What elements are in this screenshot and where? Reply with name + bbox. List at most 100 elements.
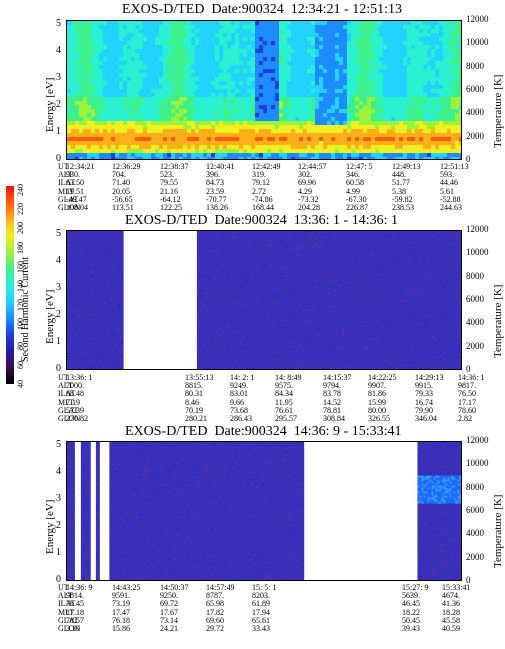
orbit-value: 244.63 bbox=[440, 203, 462, 213]
colorbar-label: Second Harmonic Current bbox=[20, 257, 31, 362]
panel-title: EXOS-D/TED Date:900324 13:36: 1 - 14:36:… bbox=[125, 213, 398, 228]
orbit-value: 11.95 bbox=[275, 397, 293, 407]
orbit-column: 14:15:37 9794. 83.78 14.52 78.81 308.84 bbox=[323, 373, 351, 423]
spectrogram-cells bbox=[67, 21, 461, 159]
orbit-value: 9817. bbox=[458, 381, 476, 391]
y-tick-label: 5 bbox=[56, 439, 61, 451]
y-tick-label-right: 6000 bbox=[466, 294, 484, 304]
y-tick-label: 1 bbox=[56, 547, 61, 559]
y-tick-label-right: 8000 bbox=[466, 270, 484, 281]
orbit-value: 45.58 bbox=[442, 615, 460, 625]
y-tick-label-right: 4000 bbox=[466, 317, 484, 328]
orbit-value: 302. bbox=[298, 170, 312, 180]
y-tick-label-right: 6000 bbox=[466, 84, 484, 94]
orbit-value: 46.45 bbox=[402, 599, 420, 609]
orbit-value: 14:22:25 bbox=[368, 373, 397, 382]
y-tick-label: 2 bbox=[56, 309, 61, 321]
orbit-value: 15: 5: 1 bbox=[252, 583, 277, 592]
orbit-column: 12:44:57 302. 69.96 4.29 -73.32 204.28 bbox=[298, 162, 326, 212]
y-tick-label-right: 12000 bbox=[466, 224, 489, 234]
orbit-column: 12:40:41 396. 84.73 23.59 -70.77 138.26 bbox=[206, 162, 234, 213]
y-tick-label: 5 bbox=[56, 18, 61, 30]
orbit-value: 14:36: 9 bbox=[66, 583, 93, 592]
y-tick-label-right: 0 bbox=[466, 154, 471, 164]
orbit-value: -49.47 bbox=[66, 194, 87, 204]
orbit-value: 8203. bbox=[252, 591, 270, 601]
spectrogram-plot bbox=[66, 230, 462, 370]
y-axis-label-left: Energy [eV] bbox=[44, 289, 56, 344]
orbit-value: -52.88 bbox=[440, 194, 461, 204]
orbit-value: 593. bbox=[440, 170, 454, 180]
orbit-labels: UT ALT ILAT MLT GLAT GLON bbox=[58, 583, 80, 633]
orbit-value: 138.26 bbox=[206, 203, 228, 213]
ion-band bbox=[417, 475, 461, 504]
orbit-value: 280.21 bbox=[185, 414, 207, 424]
orbit-value: 2.72 bbox=[252, 186, 266, 196]
orbit-value: 14: 2: 1 bbox=[230, 373, 255, 382]
orbit-value: 73.14 bbox=[160, 615, 178, 625]
spectrogram-svg bbox=[67, 21, 461, 159]
orbit-column: 12:47: 5 346. 60.58 4.99 -67.30 226.87 bbox=[346, 162, 372, 213]
orbit-value: 17.67 bbox=[160, 607, 178, 617]
orbit-value: 122.25 bbox=[160, 203, 182, 213]
orbit-value: -67.30 bbox=[346, 194, 367, 204]
orbit-column: 12:38:37 523. 79.55 21.16 -64.12 122.25 bbox=[160, 162, 188, 213]
orbit-label: MLT bbox=[58, 397, 75, 407]
colorbar-tick-label: 240 bbox=[16, 184, 25, 196]
orbit-label: MLT bbox=[58, 607, 75, 617]
orbit-value: 9250. bbox=[160, 591, 178, 601]
y-tick-label: 1 bbox=[56, 336, 61, 348]
orbit-value: 930. bbox=[66, 170, 80, 180]
orbit-value: 17.47 bbox=[112, 607, 130, 617]
orbit-label: GLAT bbox=[58, 405, 79, 415]
panel-title: EXOS-D/TED Date:900324 12:34:21 - 12:51:… bbox=[122, 2, 402, 17]
orbit-value: 65.61 bbox=[252, 615, 270, 625]
orbit-value: 286.43 bbox=[230, 414, 252, 424]
y-tick-label-right: 12000 bbox=[466, 14, 489, 24]
orbit-column: 15:27: 9 5639. 46.45 18.22 50.45 39.43 bbox=[402, 583, 428, 633]
orbit-value: 21.16 bbox=[160, 186, 178, 196]
orbit-value: 14:43:25 bbox=[112, 583, 141, 592]
y-tick-label: 4 bbox=[56, 255, 61, 267]
orbit-value: 396. bbox=[206, 170, 220, 180]
y-tick-label: 2 bbox=[56, 99, 61, 111]
orbit-value: 14.52 bbox=[323, 397, 341, 407]
orbit-value: 326.55 bbox=[368, 414, 390, 424]
orbit-value: 76.50 bbox=[458, 389, 476, 399]
orbit-value: 14:57:49 bbox=[206, 583, 235, 592]
orbit-labels: UT ALT ILAT MLT GLAT GLON bbox=[58, 373, 80, 423]
orbit-value: 15.99 bbox=[368, 397, 386, 407]
orbit-value: 65.98 bbox=[206, 599, 224, 609]
orbit-column: 13:55:13 8815. 80.31 8.46 70.19 280.21 bbox=[185, 373, 213, 424]
orbit-value: 73.68 bbox=[230, 405, 248, 415]
orbit-column: 14:57:49 8787. 65.98 17.82 69.60 29.72 bbox=[206, 583, 235, 633]
orbit-column: 14:43:25 9591. 73.19 17.47 76.18 15.86 bbox=[112, 583, 141, 633]
orbit-value: -73.32 bbox=[298, 194, 319, 204]
orbit-value: 20.05 bbox=[112, 186, 130, 196]
data-gap bbox=[304, 442, 418, 580]
orbit-value: 12:36:29 bbox=[112, 162, 141, 171]
orbit-label: GLAT bbox=[58, 194, 79, 204]
orbit-value: 7.19 bbox=[66, 397, 80, 407]
orbit-value: 226.87 bbox=[346, 203, 368, 213]
y-tick-label-right: 8000 bbox=[466, 60, 484, 71]
orbit-value: 12:49:13 bbox=[392, 162, 421, 171]
orbit-label: ILAT bbox=[58, 178, 76, 188]
orbit-column: 14:22:25 9907. 81.86 15.99 80.00 326.55 bbox=[368, 373, 397, 424]
orbit-value: 76.61 bbox=[275, 405, 293, 415]
orbit-value: 8.46 bbox=[185, 397, 199, 407]
orbit-column: 14:36: 1 9817. 76.50 17.17 78.60 2.82 bbox=[458, 373, 484, 423]
orbit-value: 8787. bbox=[206, 591, 224, 601]
orbit-value: 4674. bbox=[442, 591, 460, 601]
orbit-label: ALT bbox=[58, 381, 73, 391]
orbit-value: 84.73 bbox=[206, 178, 224, 188]
orbit-value: 319. bbox=[252, 170, 266, 180]
orbit-label: UT bbox=[58, 162, 69, 171]
y-axis-label-right: Temperature [K] bbox=[492, 494, 504, 568]
y-tick-label: 0 bbox=[56, 363, 61, 374]
orbit-value: 69.72 bbox=[160, 599, 178, 609]
orbit-value: 51.77 bbox=[392, 178, 410, 188]
y-tick-label: 3 bbox=[56, 282, 61, 294]
y-tick-label-right: 12000 bbox=[466, 435, 489, 445]
orbit-value: 113.51 bbox=[112, 203, 134, 213]
